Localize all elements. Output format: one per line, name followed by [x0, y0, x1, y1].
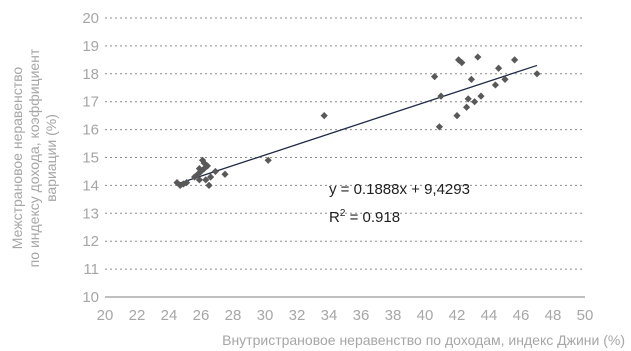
data-point [471, 98, 479, 106]
y-tick-label: 14 [82, 177, 99, 194]
data-point [207, 173, 215, 181]
r-squared-value: = 0.918 [345, 209, 400, 226]
x-tick-label: 40 [417, 307, 434, 324]
data-point [205, 181, 213, 189]
trendline [176, 64, 538, 185]
regression-equation: y = 0.1888x + 9,4293 [329, 181, 470, 198]
y-tick-label: 12 [82, 233, 99, 250]
data-point [437, 92, 445, 100]
x-tick-label: 20 [97, 307, 114, 324]
data-point [453, 112, 461, 120]
x-tick-label: 48 [545, 307, 562, 324]
y-tick-labels: 10 11 12 13 14 15 16 17 18 19 20 [82, 10, 99, 306]
x-tick-label: 22 [129, 307, 146, 324]
data-point [458, 59, 466, 67]
y-tick-label: 16 [82, 122, 99, 139]
data-point [467, 75, 475, 83]
data-point [320, 112, 328, 120]
y-axis-title-line-2: по индексу дохода, коэффициент [26, 48, 42, 267]
y-tick-label: 15 [82, 150, 99, 167]
r-squared-superscript: 2 [340, 208, 346, 219]
x-tick-label: 42 [449, 307, 466, 324]
x-tick-label: 34 [321, 307, 338, 324]
data-point [221, 170, 229, 178]
trendline-group [176, 64, 538, 185]
y-tick-label: 19 [82, 38, 99, 55]
x-tick-label: 46 [513, 307, 530, 324]
data-point [464, 95, 472, 103]
data-point [511, 56, 519, 64]
data-point [264, 156, 272, 164]
data-point [435, 123, 443, 131]
data-point [491, 81, 499, 89]
x-tick-label: 44 [481, 307, 498, 324]
x-tick-label: 28 [225, 307, 242, 324]
x-tick-label: 36 [353, 307, 370, 324]
data-point [202, 176, 210, 184]
data-point [195, 176, 203, 184]
data-point [533, 70, 541, 78]
y-tick-label: 13 [82, 205, 99, 222]
data-point [495, 64, 503, 72]
y-tick-label: 17 [82, 94, 99, 111]
y-axis-title: Межстрановое неравенство по индексу дохо… [9, 48, 59, 267]
data-point [200, 159, 208, 167]
x-tick-label: 38 [385, 307, 402, 324]
data-point [195, 165, 203, 173]
r-squared-base: R [329, 209, 340, 226]
x-tick-label: 30 [257, 307, 274, 324]
x-tick-label: 24 [161, 307, 178, 324]
r-squared-label: R2 = 0.918 [329, 208, 400, 226]
data-point [501, 75, 509, 83]
data-point [477, 92, 485, 100]
data-point [455, 56, 463, 64]
x-axis-title: Внутристрановое неравенство по доходам, … [222, 332, 625, 348]
data-point [431, 72, 439, 81]
y-tick-label: 18 [82, 66, 99, 83]
y-tick-label: 11 [83, 261, 99, 278]
data-point [474, 53, 482, 61]
x-tick-label: 26 [193, 307, 210, 324]
x-tick-label: 32 [289, 307, 306, 324]
grid-lines [105, 17, 585, 270]
data-point [463, 103, 471, 111]
data-points [173, 53, 541, 189]
y-axis-title-line-3: вариации (%) [43, 114, 59, 202]
y-axis-title-line-1: Межстрановое неравенство [9, 67, 25, 250]
x-tick-label: 50 [577, 307, 594, 324]
data-point [211, 167, 219, 176]
x-tick-labels: 20 22 24 26 28 30 32 34 36 38 40 42 44 46 48 50 [97, 307, 594, 324]
data-point [183, 179, 191, 187]
y-tick-label: 10 [82, 289, 99, 306]
y-tick-label: 20 [82, 10, 99, 27]
